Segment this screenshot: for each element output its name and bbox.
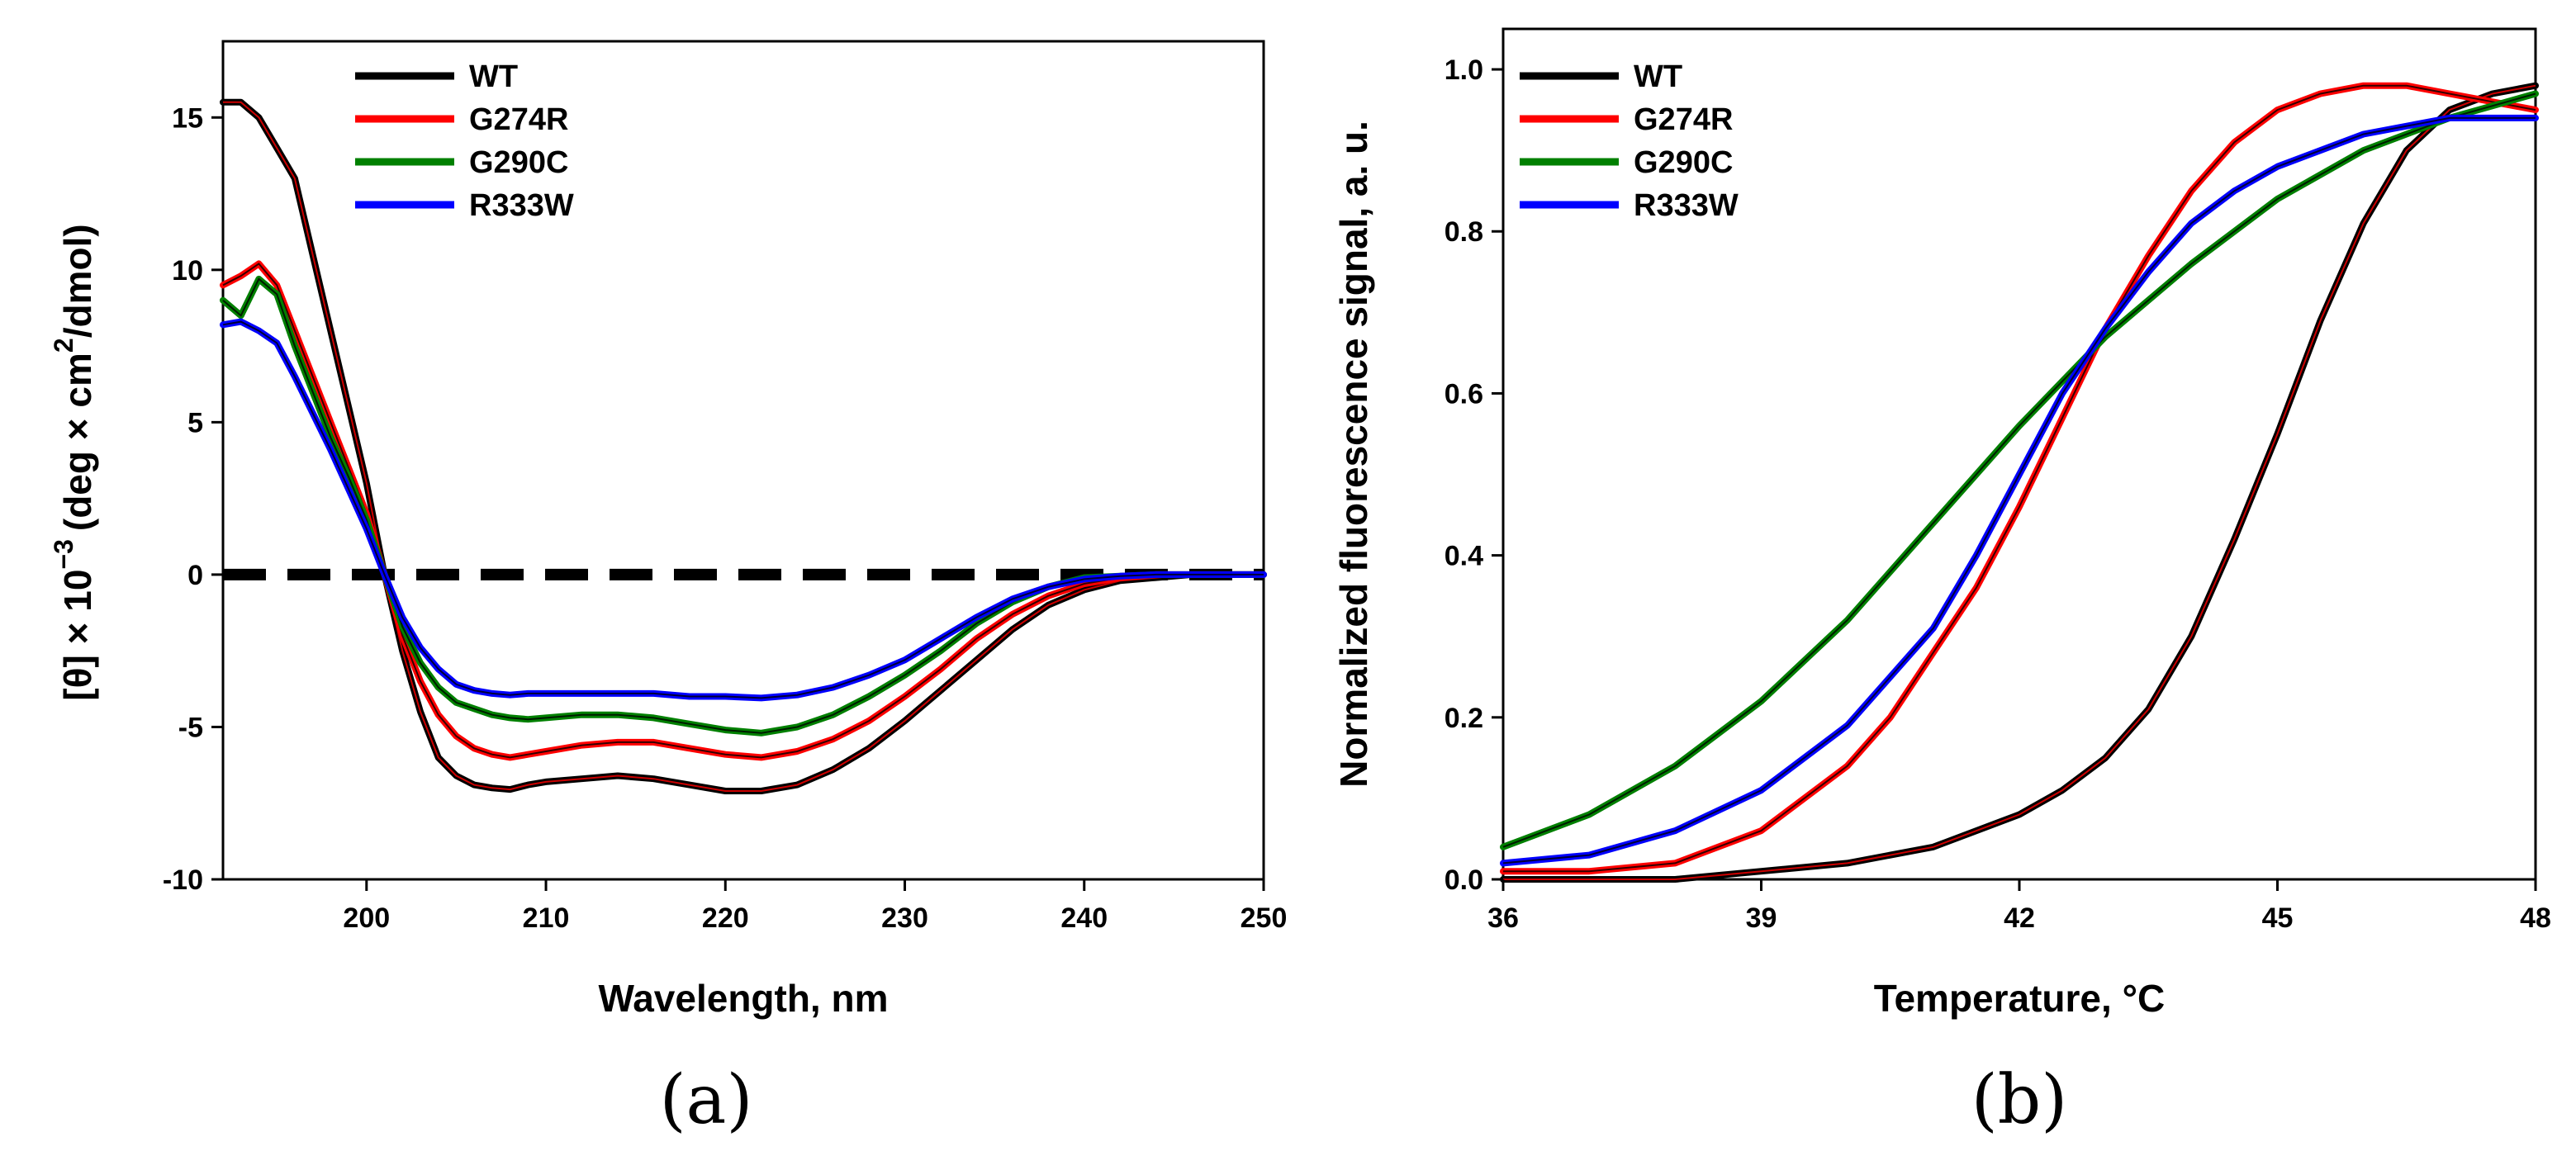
fit-line-r333w: [222, 320, 1264, 699]
legend-label-g290c: G290C: [1634, 145, 1733, 180]
x-tick-label: 42: [2004, 902, 2035, 934]
y-tick-label: -5: [178, 712, 203, 743]
panel-a-y-title-exponent: −3: [49, 539, 78, 569]
x-tick-label: 36: [1487, 902, 1519, 934]
legend-label-wt: WT: [469, 59, 518, 94]
y-tick-label: 0.0: [1445, 864, 1483, 896]
y-tick-label: 0.2: [1445, 703, 1483, 734]
panel-b-label: (b): [1971, 1061, 2067, 1139]
y-tick-label: 5: [187, 407, 203, 438]
y-tick-label: -10: [163, 864, 203, 896]
panel-a-series-group: [220, 98, 1267, 794]
x-tick-label: 39: [1746, 902, 1777, 934]
panel-a-y-title-unit-exponent: 2: [49, 338, 78, 353]
legend-label-wt: WT: [1634, 59, 1682, 94]
x-tick-label: 230: [881, 902, 928, 934]
panel-a-x-ticks: 200 210 220 230 240 250: [343, 879, 1287, 934]
fit-line-wt: [223, 101, 1264, 792]
x-tick-label: 220: [702, 902, 749, 934]
panel-a-y-ticks: -10 -5 0 5 10 15: [163, 102, 223, 896]
legend-label-g274r: G274R: [1634, 102, 1733, 137]
y-tick-label: 0.4: [1445, 541, 1483, 572]
panel-a-chart: 200 210 220 230 240 250 -10 -5 0 5 10 15 Wavelengt…: [49, 40, 1287, 1139]
fit-line-r333w: [1502, 116, 2536, 864]
fit-line-g290c: [1502, 92, 2536, 848]
legend-label-g274r: G274R: [469, 102, 568, 137]
panel-a-y-axis-title: [θ] × 10−3 (deg × cm2/dmol): [49, 224, 99, 700]
panel-a-x-axis-title: Wavelength, nm: [599, 977, 889, 1020]
panel-b-y-ticks: 0.0 0.2 0.4 0.6 0.8 1.0: [1445, 54, 1503, 896]
x-tick-label: 45: [2262, 902, 2294, 934]
legend-label-r333w: R333W: [469, 188, 574, 223]
y-tick-label: 0: [187, 560, 203, 591]
panel-b-chart: 36 39 42 45 48 0.0 0.2 0.4 0.6 0.8 1.0 Temperatur…: [1332, 27, 2551, 1139]
legend-label-g290c: G290C: [469, 145, 568, 180]
x-tick-label: 210: [523, 902, 570, 934]
panel-a-legend: WT G274R G290C R333W: [355, 59, 574, 223]
fit-line-g274r: [222, 263, 1264, 759]
y-tick-label: 15: [172, 102, 203, 134]
x-tick-label: 240: [1060, 902, 1108, 934]
x-tick-label: 200: [343, 902, 390, 934]
panel-a-y-title-part-3: /dmol): [56, 224, 99, 338]
legend-label-r333w: R333W: [1634, 188, 1739, 223]
x-tick-label: 250: [1241, 902, 1288, 934]
y-tick-label: 0.8: [1445, 216, 1483, 248]
panel-a-plot-frame: [221, 40, 1265, 881]
panel-a-y-title-part-2: (deg × cm: [56, 353, 99, 531]
y-tick-label: 0.6: [1445, 378, 1483, 410]
panel-b-x-axis-title: Temperature, °C: [1874, 977, 2165, 1020]
panel-b-y-axis-title: Normalized fluorescence signal, a. u.: [1332, 121, 1375, 788]
y-tick-label: 1.0: [1445, 54, 1483, 86]
panel-b-legend: WT G274R G290C R333W: [1520, 59, 1739, 223]
y-tick-label: 10: [172, 255, 203, 287]
panel-a-label: (a): [660, 1061, 753, 1139]
fit-line-wt: [1503, 84, 2536, 880]
panel-b-x-ticks: 36 39 42 45 48: [1487, 879, 2551, 934]
panel-b-series-group: [1500, 82, 2539, 883]
panel-a-y-title-part-1: [θ] × 10: [56, 570, 99, 701]
x-tick-label: 48: [2520, 902, 2551, 934]
